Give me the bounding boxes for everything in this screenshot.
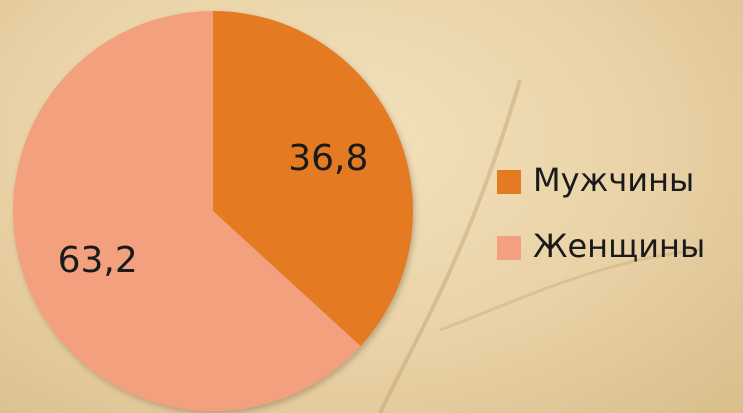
data-label: 63,2 — [58, 240, 138, 281]
legend-swatch — [497, 236, 521, 260]
pie — [13, 11, 413, 411]
legend-label: Мужчины — [533, 161, 694, 199]
data-label: 36,8 — [288, 138, 368, 179]
legend-label: Женщины — [533, 227, 705, 265]
legend-swatch — [497, 170, 521, 194]
chart: 36,8 63,2 Мужчины Женщины — [0, 0, 743, 413]
slide: 36,8 63,2 Мужчины Женщины — [0, 0, 743, 413]
